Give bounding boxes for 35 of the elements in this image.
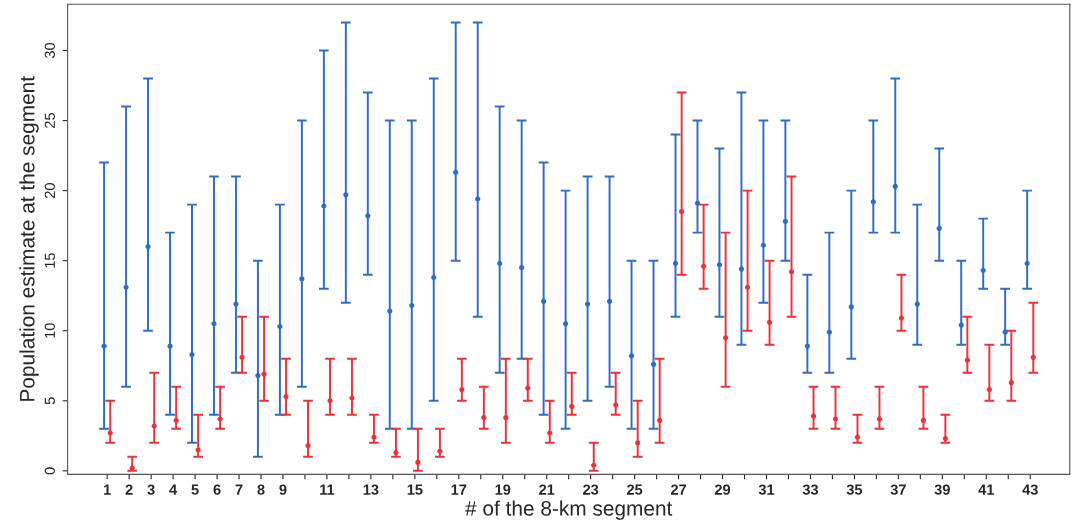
x-tick-label: 21 [539, 484, 555, 495]
x-tick-label: 5 [191, 484, 199, 495]
x-tick-label: 15 [407, 484, 423, 495]
x-axis-title: # of the 8-km segment [465, 500, 673, 520]
x-tick-label: 13 [363, 484, 379, 495]
x-tick-label: 1 [104, 484, 111, 495]
y-tick-label: 20 [44, 183, 55, 198]
y-tick-label: 15 [44, 253, 55, 268]
x-tick-label: 23 [583, 484, 599, 495]
x-tick-label: 6 [213, 484, 221, 495]
y-tick-label: 25 [44, 113, 55, 128]
x-tick-label: 41 [978, 484, 994, 495]
x-tick-label: 43 [1022, 484, 1038, 495]
x-tick-label: 11 [320, 484, 335, 495]
x-tick-label: 33 [802, 484, 819, 495]
y-tick-label: 5 [44, 397, 55, 405]
x-tick-label: 35 [846, 484, 863, 495]
x-tick-label: 17 [451, 484, 467, 495]
y-tick-label: 30 [44, 42, 55, 59]
x-tick-label: 7 [235, 484, 243, 495]
y-tick-label: 10 [44, 323, 55, 338]
x-tick-label: 4 [169, 484, 178, 495]
x-tick-label: 25 [627, 484, 643, 495]
y-axis-title: Population estimate at the segment [19, 76, 39, 401]
x-tick-label: 19 [495, 484, 511, 495]
y-tick-label: 0 [44, 467, 55, 475]
x-tick-label: 27 [670, 484, 687, 495]
x-tick-label: 31 [758, 484, 775, 495]
x-tick-label: 3 [147, 484, 155, 495]
x-tick-label: 9 [279, 484, 287, 495]
x-tick-label: 39 [934, 484, 950, 495]
x-tick-label: 8 [257, 484, 265, 495]
x-tick-label: 29 [714, 484, 731, 495]
x-tick-label: 2 [125, 484, 133, 495]
x-tick-label: 37 [890, 484, 906, 495]
